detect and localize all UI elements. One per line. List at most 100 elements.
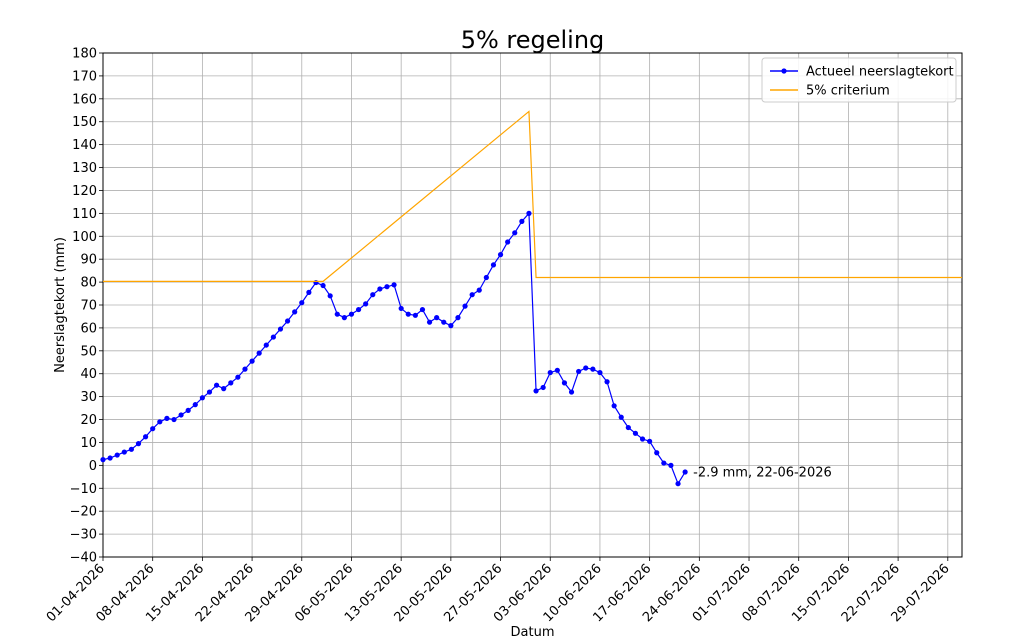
y-tick-label: 170 bbox=[72, 69, 97, 84]
data-point bbox=[363, 301, 369, 307]
data-point bbox=[590, 366, 596, 372]
y-tick-label: 90 bbox=[80, 253, 97, 268]
data-point bbox=[639, 436, 646, 442]
data-point bbox=[554, 367, 560, 373]
data-point bbox=[320, 282, 326, 289]
data-point bbox=[249, 358, 255, 364]
data-point bbox=[142, 434, 149, 440]
y-tick-label: 150 bbox=[72, 115, 97, 130]
data-point bbox=[178, 412, 184, 418]
data-point bbox=[334, 311, 340, 317]
data-point bbox=[540, 384, 546, 391]
legend-marker bbox=[781, 68, 787, 74]
data-point bbox=[284, 318, 291, 324]
data-point bbox=[391, 282, 397, 288]
data-point bbox=[313, 279, 319, 286]
data-point bbox=[355, 306, 362, 313]
data-point bbox=[675, 481, 681, 487]
y-axis-label: Neerslagtekort (mm) bbox=[53, 237, 68, 373]
legend-label: Actueel neerslagtekort bbox=[806, 65, 954, 80]
data-point bbox=[512, 230, 518, 236]
data-point bbox=[476, 287, 482, 293]
y-tick-label: 140 bbox=[72, 138, 97, 153]
y-tick-label: −10 bbox=[70, 482, 97, 497]
data-point bbox=[668, 462, 674, 468]
last-value-annotation: -2.9 mm, 22-06-2026 bbox=[693, 466, 832, 481]
data-point bbox=[114, 452, 120, 458]
y-tick-label: 120 bbox=[72, 184, 97, 199]
data-point bbox=[292, 309, 298, 315]
data-point bbox=[426, 319, 433, 325]
data-point bbox=[632, 430, 639, 436]
y-tick-label: 110 bbox=[72, 207, 97, 222]
data-point bbox=[384, 284, 390, 290]
data-point bbox=[121, 449, 127, 455]
data-point bbox=[164, 415, 170, 421]
data-point bbox=[242, 366, 248, 372]
y-tick-label: 20 bbox=[80, 413, 97, 428]
data-point bbox=[327, 293, 333, 299]
y-tick-label: 40 bbox=[80, 367, 97, 382]
data-point bbox=[618, 414, 624, 420]
data-point bbox=[419, 306, 426, 313]
data-point bbox=[128, 446, 134, 452]
data-point bbox=[682, 469, 688, 475]
data-point bbox=[505, 239, 511, 245]
data-point bbox=[235, 374, 241, 380]
data-point bbox=[405, 311, 411, 317]
data-point bbox=[171, 416, 177, 423]
data-point bbox=[263, 342, 269, 348]
data-point bbox=[547, 369, 553, 376]
data-point bbox=[192, 402, 198, 408]
y-tick-label: 180 bbox=[72, 47, 97, 62]
data-point bbox=[100, 457, 106, 463]
y-tick-label: −40 bbox=[70, 551, 97, 566]
data-point bbox=[583, 365, 589, 371]
data-point bbox=[299, 300, 305, 306]
data-point bbox=[462, 303, 468, 309]
data-point bbox=[647, 438, 653, 444]
data-point bbox=[199, 395, 205, 401]
data-point bbox=[306, 289, 312, 295]
data-point bbox=[455, 315, 461, 321]
data-point bbox=[341, 315, 347, 321]
y-tick-label: 0 bbox=[89, 459, 97, 474]
data-point bbox=[270, 334, 276, 340]
data-point bbox=[469, 292, 475, 298]
y-tick-label: 80 bbox=[80, 276, 97, 291]
series-line-criterium bbox=[103, 110, 962, 282]
data-point bbox=[611, 403, 617, 409]
data-point bbox=[377, 286, 383, 292]
data-point bbox=[412, 312, 418, 318]
data-point bbox=[150, 426, 156, 432]
data-point bbox=[519, 218, 525, 224]
data-point bbox=[107, 455, 113, 461]
data-point bbox=[228, 380, 234, 386]
data-point bbox=[348, 311, 355, 317]
legend-label: 5% criterium bbox=[806, 84, 890, 99]
data-point bbox=[625, 424, 631, 431]
legend-box bbox=[761, 57, 957, 103]
data-point bbox=[604, 379, 610, 385]
data-point bbox=[398, 305, 404, 312]
x-axis-label: Datum bbox=[511, 625, 555, 638]
data-point bbox=[576, 368, 582, 375]
data-point bbox=[157, 419, 163, 425]
data-point bbox=[597, 369, 603, 376]
y-tick-label: 130 bbox=[72, 161, 97, 176]
y-tick-label: 160 bbox=[72, 92, 97, 107]
axes-frame bbox=[102, 52, 963, 558]
data-point bbox=[490, 262, 497, 268]
data-point bbox=[441, 319, 447, 325]
data-point bbox=[661, 460, 667, 466]
data-point bbox=[221, 386, 227, 392]
data-point bbox=[568, 389, 575, 395]
y-tick-label: −30 bbox=[70, 528, 97, 543]
data-point bbox=[497, 252, 504, 258]
y-tick-label: 100 bbox=[72, 230, 97, 245]
data-point bbox=[483, 274, 489, 281]
data-point bbox=[256, 350, 262, 356]
data-point bbox=[213, 382, 220, 388]
